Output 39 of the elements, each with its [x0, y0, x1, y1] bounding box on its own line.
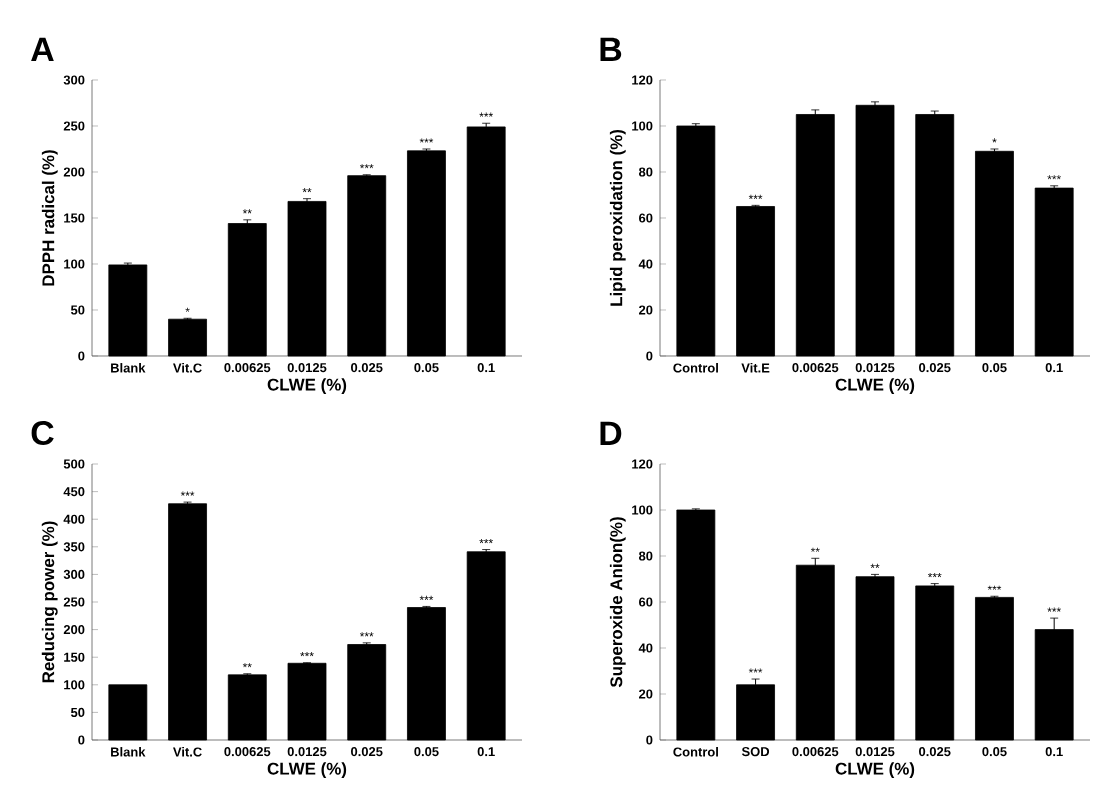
y-axis-title: Reducing power (%) [41, 521, 58, 683]
bar [915, 585, 955, 741]
y-axis-title: Superoxide Anion(%) [609, 517, 626, 688]
bar [736, 684, 775, 741]
bar [347, 644, 387, 741]
x-axis-title: CLWE (%) [835, 378, 915, 394]
bar [287, 662, 327, 741]
bar [108, 684, 148, 741]
bar [407, 607, 446, 741]
chart-title: D [600, 421, 622, 445]
chart-title: C [31, 421, 54, 446]
bar [855, 104, 895, 357]
bar [347, 175, 387, 357]
bar [676, 509, 716, 741]
bar [975, 150, 1014, 357]
bar [168, 503, 207, 741]
bar [466, 126, 506, 357]
bar [1034, 187, 1074, 357]
bar [407, 150, 446, 357]
x-axis-title: CLWE (%) [267, 762, 347, 778]
bar [466, 551, 506, 741]
bar [227, 223, 267, 357]
bar [915, 114, 955, 357]
bar [855, 576, 895, 741]
y-axis-title: Lipid peroxidation (%) [609, 129, 626, 306]
chart-title: B [600, 37, 622, 61]
chart-title: A [31, 37, 54, 61]
y-axis-title: DPPH radical (%) [41, 150, 58, 286]
bar [736, 206, 775, 357]
x-axis-title: CLWE (%) [267, 378, 347, 394]
bar [287, 201, 327, 357]
bar [975, 597, 1014, 741]
bar [795, 564, 835, 741]
bar [795, 114, 835, 357]
bar [168, 318, 207, 357]
bar [227, 674, 267, 741]
bar [108, 264, 148, 357]
x-axis-title: CLWE (%) [835, 762, 915, 778]
bar [676, 125, 716, 357]
